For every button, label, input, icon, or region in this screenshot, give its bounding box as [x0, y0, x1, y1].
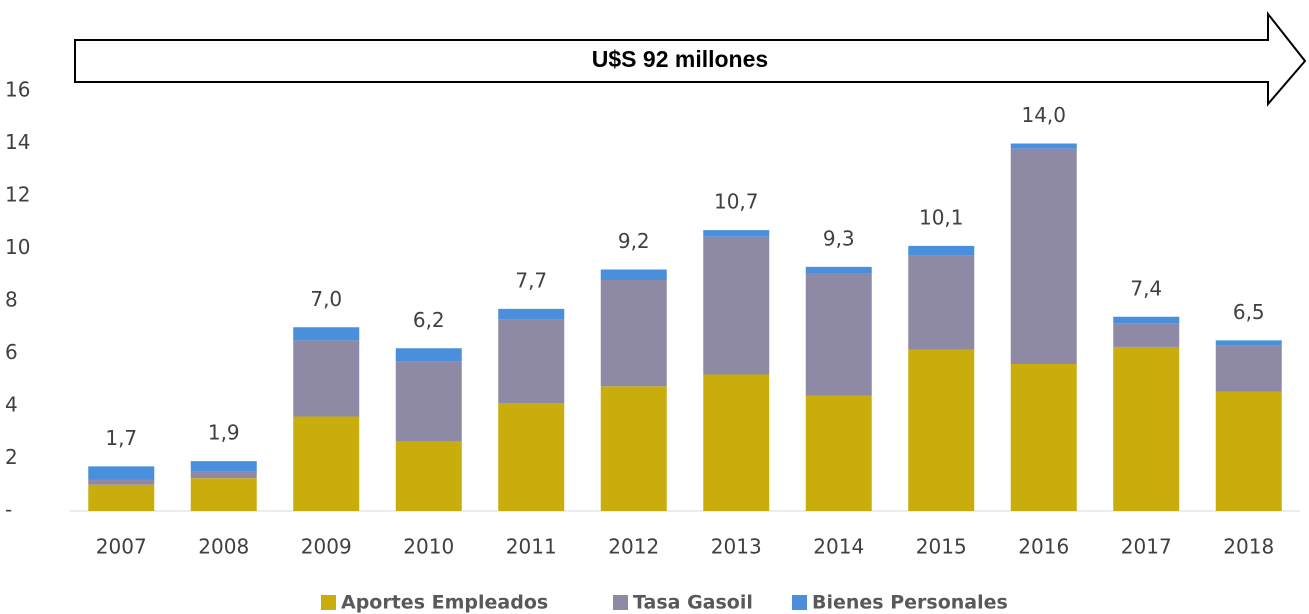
bar-segment: [805, 266, 872, 274]
y-tick-label: 2: [5, 445, 18, 469]
total-label: 6,5: [1233, 300, 1265, 324]
bar-segment: [703, 374, 770, 511]
x-tick-label: 2007: [96, 535, 147, 559]
bar-segment: [395, 361, 462, 442]
bar-segment: [1113, 346, 1180, 511]
y-tick-label: 12: [5, 183, 30, 207]
bar-segment: [1113, 316, 1180, 324]
bar-segment: [395, 348, 462, 362]
bar-segment: [293, 340, 360, 417]
y-tick-label: -: [5, 498, 12, 522]
total-label: 7,7: [515, 268, 547, 292]
legend-swatch: [613, 595, 628, 610]
total-label: 9,3: [823, 226, 855, 250]
bar-segment: [498, 403, 565, 511]
bar-segment: [88, 479, 155, 485]
total-label: 7,4: [1130, 276, 1162, 300]
bar-segment: [805, 273, 872, 396]
x-tick-label: 2017: [1121, 535, 1172, 559]
bar-segment: [190, 471, 257, 479]
bar-segment: [805, 395, 872, 511]
bar-segment: [88, 484, 155, 511]
bar-segment: [190, 478, 257, 511]
bar-segment: [88, 466, 155, 480]
bar-segment: [293, 416, 360, 511]
legend-swatch: [321, 595, 336, 610]
total-label: 1,7: [105, 426, 137, 450]
x-tick-label: 2010: [403, 535, 454, 559]
bar-segment: [600, 386, 667, 511]
x-tick-label: 2014: [813, 535, 864, 559]
total-label: 10,7: [714, 190, 759, 214]
total-label: 7,0: [310, 287, 342, 311]
y-tick-label: 6: [5, 340, 18, 364]
bar-segment: [498, 308, 565, 320]
y-tick-label: 14: [5, 130, 30, 154]
bar-segment: [1215, 345, 1282, 392]
total-label: 10,1: [919, 205, 964, 229]
bar-segment: [908, 245, 975, 256]
bar-segment: [1010, 143, 1077, 149]
legend-label: Tasa Gasoil: [633, 592, 753, 614]
bar-segment: [908, 349, 975, 511]
annotation-arrow: [74, 11, 1307, 107]
legend-swatch: [792, 595, 807, 610]
total-label: 6,2: [413, 308, 445, 332]
bar-segment: [600, 280, 667, 387]
legend-label: Aportes Empleados: [341, 592, 548, 614]
legend-label: Bienes Personales: [812, 592, 1008, 614]
bar-segment: [703, 236, 770, 375]
bar-segment: [1215, 340, 1282, 346]
bar-segment: [293, 327, 360, 341]
bar-segment: [190, 461, 257, 472]
x-tick-label: 2015: [916, 535, 967, 559]
bar-segment: [703, 230, 770, 237]
x-tick-label: 2013: [711, 535, 762, 559]
y-tick-label: 4: [5, 393, 18, 417]
y-tick-label: 8: [5, 288, 18, 312]
bar-segment: [498, 319, 565, 404]
x-tick-label: 2008: [198, 535, 249, 559]
total-label: 1,9: [208, 421, 240, 445]
bar-segment: [395, 441, 462, 511]
x-tick-label: 2012: [608, 535, 659, 559]
x-tick-label: 2018: [1223, 535, 1274, 559]
x-tick-label: 2016: [1018, 535, 1069, 559]
y-tick-label: 16: [5, 78, 30, 102]
annotation: U$S 92 millones: [592, 46, 768, 72]
bar-segment: [1215, 391, 1282, 511]
total-label: 9,2: [618, 229, 650, 253]
bar-segment: [600, 269, 667, 280]
y-tick-label: 10: [5, 235, 30, 259]
bar-segment: [1010, 148, 1077, 364]
total-label: 14,0: [1021, 103, 1066, 127]
bar-segment: [908, 255, 975, 350]
x-tick-label: 2011: [506, 535, 557, 559]
x-tick-label: 2009: [301, 535, 352, 559]
bar-segment: [1113, 323, 1180, 347]
bar-segment: [1010, 364, 1077, 511]
